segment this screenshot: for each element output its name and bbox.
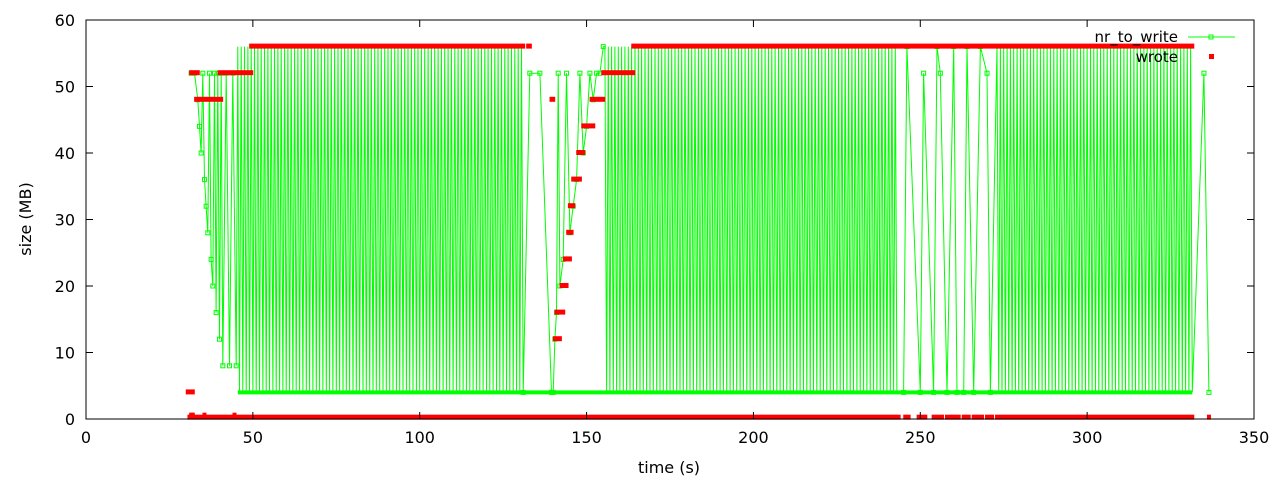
series-nr-to-write-point (1206, 389, 1212, 395)
series-nr-to-write-point (203, 203, 209, 209)
series-wrote-point (189, 70, 200, 76)
series-wrote-point (562, 256, 572, 262)
series-nr-to-write-point (201, 177, 207, 183)
series-wrote-point (566, 229, 574, 235)
series-wrote-point (601, 70, 636, 76)
series-wrote-point (202, 412, 207, 417)
series-nr-to-write-point (220, 363, 226, 369)
legend-label-wrote: wrote (1136, 48, 1178, 66)
series-nr-to-write-point (931, 389, 937, 395)
series-nr-to-write-point (937, 70, 943, 76)
y-tick-label: 10 (55, 344, 75, 363)
series-nr-to-write-point (944, 389, 950, 395)
legend-marker-nr-to-write (1208, 34, 1214, 40)
series-nr-to-write-point (550, 389, 556, 395)
series-nr-to-write-point (555, 70, 561, 76)
x-tick-label: 200 (738, 428, 769, 447)
series-nr-to-write-point (594, 70, 600, 76)
series-nr-to-write-point (233, 363, 239, 369)
series-nr-to-write-point (921, 70, 927, 76)
series-nr-to-write-baseline-markers (237, 390, 1193, 395)
y-tick-label: 0 (65, 410, 75, 429)
series-wrote-point (985, 414, 995, 420)
series-nr-to-write-point (971, 389, 977, 395)
y-tick-label: 40 (55, 144, 75, 163)
series-wrote-point (995, 414, 1195, 420)
y-tick-label: 60 (55, 11, 75, 30)
series-wrote-point (187, 414, 901, 420)
series-nr-to-write-point (901, 389, 907, 395)
x-tick-label: 300 (1072, 428, 1103, 447)
series-wrote-point (1206, 414, 1211, 420)
series-nr-to-write-point (208, 256, 214, 262)
series-nr-to-write-point (987, 389, 993, 395)
series-wrote-point (552, 336, 562, 342)
series-nr-to-write-point (213, 310, 219, 316)
x-tick-label: 150 (571, 428, 602, 447)
series-wrote-point (581, 123, 596, 129)
series-wrote-point (194, 96, 224, 102)
series-nr-to-write-point (1201, 70, 1207, 76)
series-nr-to-write-point (961, 389, 967, 395)
series-nr-to-write-point (206, 70, 212, 76)
series-nr-to-write-point (226, 363, 232, 369)
x-tick-label: 50 (243, 428, 263, 447)
y-tick-label: 20 (55, 277, 75, 296)
y-tick-label: 30 (55, 211, 75, 230)
x-tick-label: 350 (1239, 428, 1270, 447)
series-nr-to-write-point (216, 336, 222, 342)
data-layer (185, 43, 1212, 420)
series-wrote-point (559, 283, 569, 288)
series-wrote-point (951, 414, 961, 420)
series-wrote-point (549, 96, 556, 102)
series-nr-to-write-point (564, 70, 570, 76)
x-axis-label: time (s) (638, 458, 700, 477)
series-wrote-point (576, 150, 586, 155)
y-tick-label: 50 (55, 78, 75, 97)
series-nr-to-write-point (954, 389, 960, 395)
x-tick-label: 0 (81, 428, 91, 447)
series-wrote-point (185, 389, 195, 395)
axes-layer: 0 50 100 150 200 250 300 350 0 10 20 30 40 50 60 (55, 11, 1270, 447)
y-axis-label: size (MB) (16, 182, 35, 255)
series-wrote-point (971, 414, 985, 420)
series-nr-to-write-point (210, 283, 216, 289)
series-nr-to-write-point (527, 70, 533, 76)
series-wrote-point (631, 43, 1195, 49)
series-wrote-point (526, 43, 532, 49)
series-nr-to-write-point (917, 389, 923, 395)
series-wrote-point (232, 412, 237, 417)
series-wrote-point (571, 176, 582, 182)
legend-marker-wrote (1209, 54, 1214, 59)
series-nr-to-write-point (211, 70, 217, 76)
series-nr-to-write-point (984, 70, 990, 76)
series-wrote-point (916, 414, 928, 420)
series-nr-to-write-point (198, 150, 204, 156)
series-nr-to-write-point (520, 389, 526, 395)
series-wrote-point (903, 414, 911, 420)
series-wrote-point (217, 70, 254, 76)
series-wrote-point (589, 96, 606, 102)
x-tick-label: 250 (905, 428, 936, 447)
series-wrote-point (931, 414, 944, 420)
series-nr-to-write-point (537, 70, 543, 76)
series-wrote-point (961, 414, 971, 420)
series-nr-to-write-point (205, 230, 211, 236)
series-nr-to-write-point (200, 70, 206, 76)
series-wrote-point (944, 414, 953, 420)
series-nr-to-write-point (587, 70, 593, 76)
series-wrote-point (554, 309, 566, 315)
series-wrote-point (567, 203, 576, 209)
series-nr-to-write-point (600, 44, 606, 50)
x-tick-label: 100 (404, 428, 435, 447)
legend-label-nr-to-write: nr_to_write (1095, 28, 1178, 47)
series-nr-to-write-line (191, 46, 1210, 393)
series-wrote-point (249, 43, 526, 49)
series-nr-to-write-point (577, 70, 583, 76)
series-nr-to-write-point (196, 123, 202, 129)
series-wrote-point (190, 412, 195, 417)
